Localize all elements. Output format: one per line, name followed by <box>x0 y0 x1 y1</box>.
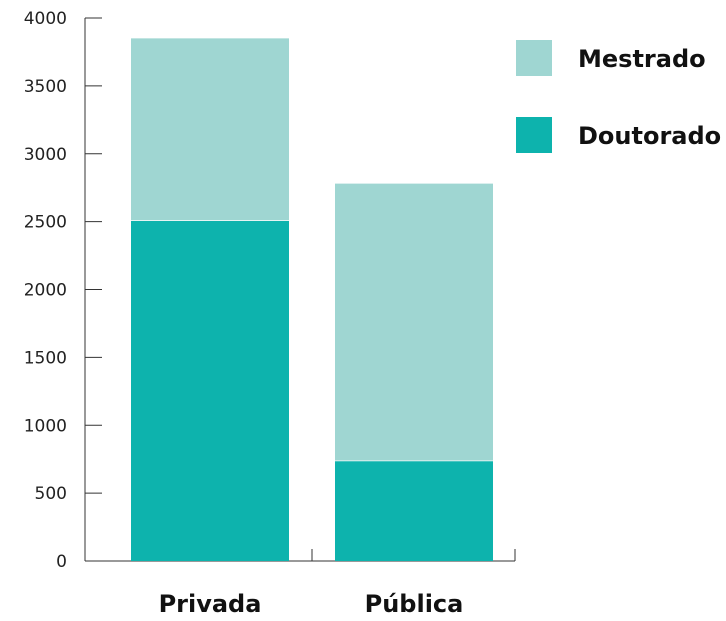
category-label-1: Pública <box>365 590 464 618</box>
y-tick-label: 2500 <box>24 213 67 233</box>
y-tick-label: 0 <box>56 552 67 572</box>
bars <box>131 38 493 561</box>
y-tick-label: 4000 <box>24 9 67 29</box>
legend: Mestrado Doutorado <box>516 40 721 153</box>
category-label-0: Privada <box>159 590 262 618</box>
legend-swatch-doutorado <box>516 117 552 153</box>
legend-swatch-mestrado <box>516 40 552 76</box>
y-tick-label: 1500 <box>24 348 67 368</box>
y-tick-label: 1000 <box>24 416 67 436</box>
y-tick-label: 3000 <box>24 145 67 165</box>
y-tick-label: 2000 <box>24 281 67 301</box>
legend-label-mestrado: Mestrado <box>578 45 706 73</box>
bar-mestrado-0 <box>131 38 289 221</box>
legend-label-doutorado: Doutorado <box>578 122 721 150</box>
bar-mestrado-1 <box>335 183 493 461</box>
bar-doutorado-1 <box>335 460 493 561</box>
category-labels: Privada Pública <box>159 590 464 618</box>
y-tick-label: 500 <box>35 484 67 504</box>
bar-doutorado-0 <box>131 220 289 561</box>
y-tick-label: 3500 <box>24 77 67 97</box>
